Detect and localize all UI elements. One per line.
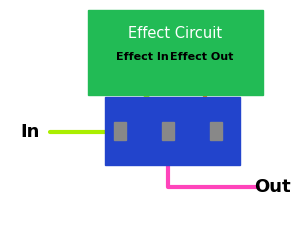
- Text: Effect Circuit: Effect Circuit: [128, 25, 222, 40]
- Text: Effect In: Effect In: [116, 52, 168, 62]
- Text: In: In: [20, 123, 40, 141]
- Bar: [162, 122, 174, 140]
- Bar: [105, 97, 240, 165]
- Text: Out: Out: [254, 178, 290, 196]
- Bar: [88, 10, 263, 95]
- Bar: [210, 122, 222, 140]
- Text: Effect Out: Effect Out: [170, 52, 234, 62]
- Bar: [114, 122, 126, 140]
